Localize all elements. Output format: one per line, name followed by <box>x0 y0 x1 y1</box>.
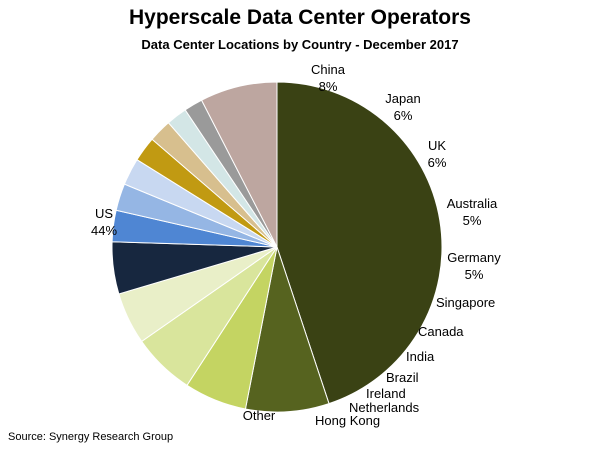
slice-label-india: India <box>406 349 435 364</box>
pie-slice-us <box>276 81 443 405</box>
slice-label-australia: Australia <box>447 196 498 211</box>
slice-label-canada: Canada <box>418 324 464 339</box>
chart-subtitle: Data Center Locations by Country - Decem… <box>141 37 459 52</box>
slice-label-uk: UK <box>428 138 446 153</box>
slice-label-brazil: Brazil <box>386 370 419 385</box>
slice-value-china: 8% <box>319 79 338 94</box>
slice-label-singapore: Singapore <box>436 295 495 310</box>
slice-value-germany: 5% <box>465 267 484 282</box>
slice-label-netherlands: Netherlands <box>349 400 420 415</box>
pie-slice-other <box>200 81 278 248</box>
slice-label-hong-kong: Hong Kong <box>315 413 380 428</box>
slice-label-us: US <box>95 206 113 221</box>
slice-value-japan: 6% <box>394 108 413 123</box>
slice-label-japan: Japan <box>385 91 420 106</box>
slice-value-australia: 5% <box>463 213 482 228</box>
slice-label-china: China <box>311 62 346 77</box>
slice-label-other: Other <box>243 408 276 423</box>
source-note: Source: Synergy Research Group <box>8 431 174 443</box>
slice-value-uk: 6% <box>428 155 447 170</box>
slice-label-ireland: Ireland <box>366 386 406 401</box>
slice-label-germany: Germany <box>447 250 501 265</box>
slice-value-us: 44% <box>91 223 117 238</box>
chart-title: Hyperscale Data Center Operators <box>129 6 471 29</box>
